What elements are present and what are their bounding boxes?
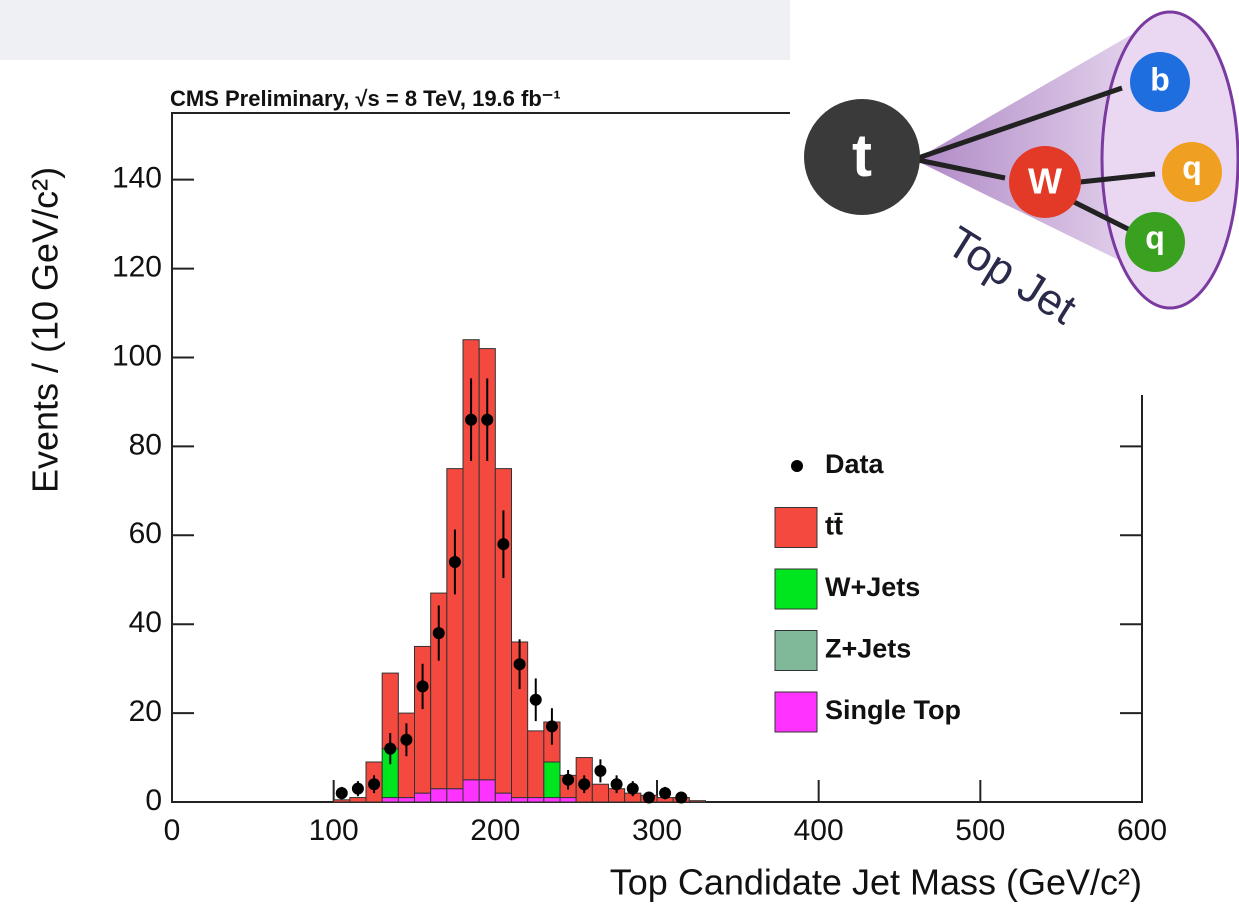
y-axis-label: Events / (10 GeV/c²)	[25, 167, 66, 493]
data-point	[546, 720, 558, 732]
histogram-bar	[544, 762, 560, 798]
inset-diagram: t W b q q Top Jet	[790, 0, 1239, 395]
y-tick-label: 60	[129, 517, 162, 550]
particle-label: q	[1182, 149, 1202, 185]
histogram-bar	[334, 800, 350, 802]
chart-title: CMS Preliminary, √s = 8 TeV, 19.6 fb⁻¹	[170, 86, 561, 111]
data-point	[643, 792, 655, 804]
histogram-bar	[431, 789, 447, 802]
data-point	[465, 414, 477, 426]
header-bar	[0, 0, 925, 60]
data-point	[497, 538, 509, 550]
histogram-bar	[592, 784, 608, 802]
data-point	[611, 778, 623, 790]
histogram-bar	[528, 798, 544, 802]
x-tick-label: 200	[470, 814, 520, 847]
histogram-bar	[479, 780, 495, 802]
legend-swatch	[775, 631, 817, 671]
y-tick-label: 0	[145, 784, 162, 817]
x-tick-label: 400	[794, 814, 844, 847]
data-point	[336, 787, 348, 799]
data-point	[481, 414, 493, 426]
data-point	[352, 783, 364, 795]
histogram-bar	[350, 798, 366, 802]
data-point	[400, 734, 412, 746]
histogram-bar	[463, 780, 479, 802]
particle-label: t	[852, 122, 872, 189]
histogram-bar	[544, 798, 560, 802]
legend-swatch	[775, 508, 817, 548]
data-point	[659, 787, 671, 799]
particle-label: b	[1150, 61, 1170, 97]
y-tick-label: 140	[112, 162, 162, 195]
legend-label: tt̄	[825, 511, 843, 541]
histogram-bar	[447, 469, 463, 789]
y-tick-label: 40	[129, 606, 162, 639]
histogram-bar	[512, 798, 528, 802]
data-point	[562, 774, 574, 786]
legend-label: Single Top	[825, 695, 961, 725]
data-point	[449, 556, 461, 568]
histogram-bar	[398, 798, 414, 802]
y-tick-label: 120	[112, 251, 162, 284]
data-point	[530, 694, 542, 706]
legend-marker	[791, 460, 803, 472]
histogram-bar	[382, 798, 398, 802]
chart: CMS Preliminary, √s = 8 TeV, 19.6 fb⁻¹ T…	[0, 0, 1239, 919]
data-point	[675, 792, 687, 804]
legend-label: W+Jets	[825, 572, 920, 602]
histogram-bar	[560, 798, 576, 802]
legend-label: Z+Jets	[825, 634, 911, 664]
x-tick-label: 500	[955, 814, 1005, 847]
y-tick-label: 100	[112, 339, 162, 372]
data-point	[417, 680, 429, 692]
data-point	[433, 627, 445, 639]
legend-swatch	[775, 692, 817, 732]
x-tick-label: 100	[309, 814, 359, 847]
x-tick-label: 300	[632, 814, 682, 847]
histogram-bar	[528, 731, 544, 798]
y-tick-label: 20	[129, 695, 162, 728]
legend-label: Data	[825, 449, 885, 479]
data-point	[368, 778, 380, 790]
particle-label: W	[1028, 161, 1062, 202]
x-axis-label: Top Candidate Jet Mass (GeV/c²)	[610, 862, 1142, 903]
particle-label: q	[1145, 219, 1165, 255]
data-point	[384, 743, 396, 755]
histogram-bar	[447, 789, 463, 802]
histogram-bar	[689, 801, 705, 802]
y-tick-label: 80	[129, 428, 162, 461]
histogram-bar	[415, 793, 431, 802]
x-tick-label: 0	[164, 814, 181, 847]
data-point	[627, 783, 639, 795]
legend-swatch	[775, 569, 817, 609]
data-point	[578, 778, 590, 790]
data-point	[594, 765, 606, 777]
histogram-bar	[495, 793, 511, 802]
data-point	[514, 658, 526, 670]
x-tick-label: 600	[1117, 814, 1167, 847]
